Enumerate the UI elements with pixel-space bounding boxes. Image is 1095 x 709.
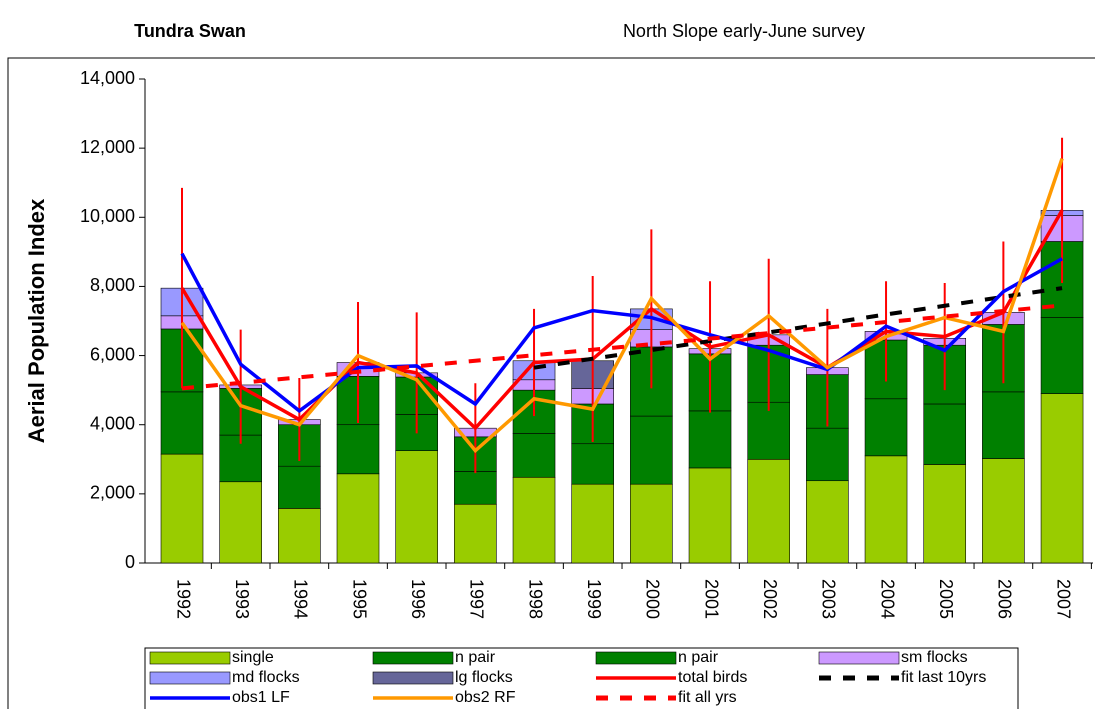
bar-segment bbox=[278, 508, 321, 564]
x-tick-label: 2006 bbox=[995, 579, 1015, 619]
bar-segment bbox=[278, 465, 321, 509]
bar-segment bbox=[454, 471, 497, 505]
bar-segment bbox=[336, 473, 380, 564]
bar-segment bbox=[923, 403, 967, 465]
legend-label: obs2 RF bbox=[455, 689, 516, 706]
x-tick-label: 1992 bbox=[173, 579, 193, 619]
x-tick-label: 1998 bbox=[525, 579, 545, 619]
y-tick-label: 2,000 bbox=[90, 483, 135, 503]
legend-label: fit all yrs bbox=[678, 689, 737, 706]
bar-segment bbox=[982, 458, 1025, 564]
chart-subtitle: North Slope early-June survey bbox=[623, 21, 865, 41]
y-axis-label: Aerial Population Index bbox=[24, 198, 49, 443]
x-tick-label: 2001 bbox=[701, 579, 721, 619]
legend-label: sm flocks bbox=[901, 649, 968, 666]
y-tick-label: 8,000 bbox=[90, 275, 135, 295]
bar-segment bbox=[864, 455, 908, 564]
y-tick-label: 4,000 bbox=[90, 413, 135, 433]
x-tick-label: 2005 bbox=[936, 579, 956, 619]
bar-segment bbox=[160, 391, 204, 455]
x-tick-label: 1994 bbox=[291, 579, 311, 619]
legend-swatch bbox=[595, 651, 677, 665]
y-tick-label: 0 bbox=[125, 552, 135, 572]
bar-segment bbox=[571, 483, 614, 564]
bar-segment bbox=[747, 458, 791, 564]
x-tick-label: 2003 bbox=[819, 579, 839, 619]
x-tick-label: 2002 bbox=[760, 579, 780, 619]
bar-segment bbox=[864, 398, 908, 457]
x-tick-label: 1997 bbox=[467, 579, 487, 619]
bar-segment bbox=[630, 483, 673, 564]
line-series bbox=[180, 157, 1064, 454]
bar-segment bbox=[1040, 393, 1084, 564]
chart-title: Tundra Swan bbox=[134, 21, 246, 41]
bar-segment bbox=[160, 453, 204, 564]
bar-segment bbox=[747, 401, 791, 460]
bar-segment bbox=[219, 481, 262, 564]
legend-label: n pair bbox=[678, 649, 719, 666]
x-tick-label: 1995 bbox=[349, 579, 369, 619]
legend-swatch bbox=[818, 651, 900, 665]
legend-label: total birds bbox=[678, 669, 747, 686]
legend-swatch bbox=[149, 671, 231, 685]
y-tick-label: 6,000 bbox=[90, 344, 135, 364]
bar-segment bbox=[395, 450, 438, 564]
bar-segment bbox=[982, 391, 1025, 459]
bar-segment bbox=[512, 433, 556, 478]
bar-segment bbox=[454, 503, 497, 564]
chart-frame bbox=[7, 57, 1095, 709]
legend-label: single bbox=[232, 649, 274, 666]
x-tick-label: 1999 bbox=[584, 579, 604, 619]
line-series bbox=[181, 303, 1063, 391]
x-tick-label: 2007 bbox=[1053, 579, 1073, 619]
legend-swatch bbox=[372, 671, 454, 685]
legend-label: md flocks bbox=[232, 669, 300, 686]
bar-segment bbox=[923, 464, 967, 564]
x-tick-label: 1993 bbox=[232, 579, 252, 619]
legend-label: obs1 LF bbox=[232, 689, 290, 706]
y-tick-label: 12,000 bbox=[80, 137, 135, 157]
x-tick-label: 2000 bbox=[643, 579, 663, 619]
legend-label: lg flocks bbox=[455, 669, 513, 686]
y-tick-label: 14,000 bbox=[80, 68, 135, 88]
bar-segment bbox=[630, 415, 673, 485]
legend-swatch bbox=[372, 651, 454, 665]
bar-segment bbox=[1040, 317, 1084, 394]
x-tick-label: 1996 bbox=[408, 579, 428, 619]
legend-swatch bbox=[149, 651, 231, 665]
bar-segment bbox=[336, 424, 380, 475]
y-tick-label: 10,000 bbox=[80, 206, 135, 226]
bar-segment bbox=[806, 480, 849, 564]
bar-segment bbox=[806, 427, 849, 482]
bar-segment bbox=[571, 443, 614, 485]
legend-label: fit last 10yrs bbox=[901, 669, 986, 686]
bar-segment bbox=[512, 476, 556, 564]
line-series bbox=[533, 286, 1063, 370]
x-tick-label: 2004 bbox=[877, 579, 897, 619]
bar-segment bbox=[688, 410, 732, 469]
bar-segment bbox=[688, 467, 732, 564]
legend-label: n pair bbox=[455, 649, 496, 666]
